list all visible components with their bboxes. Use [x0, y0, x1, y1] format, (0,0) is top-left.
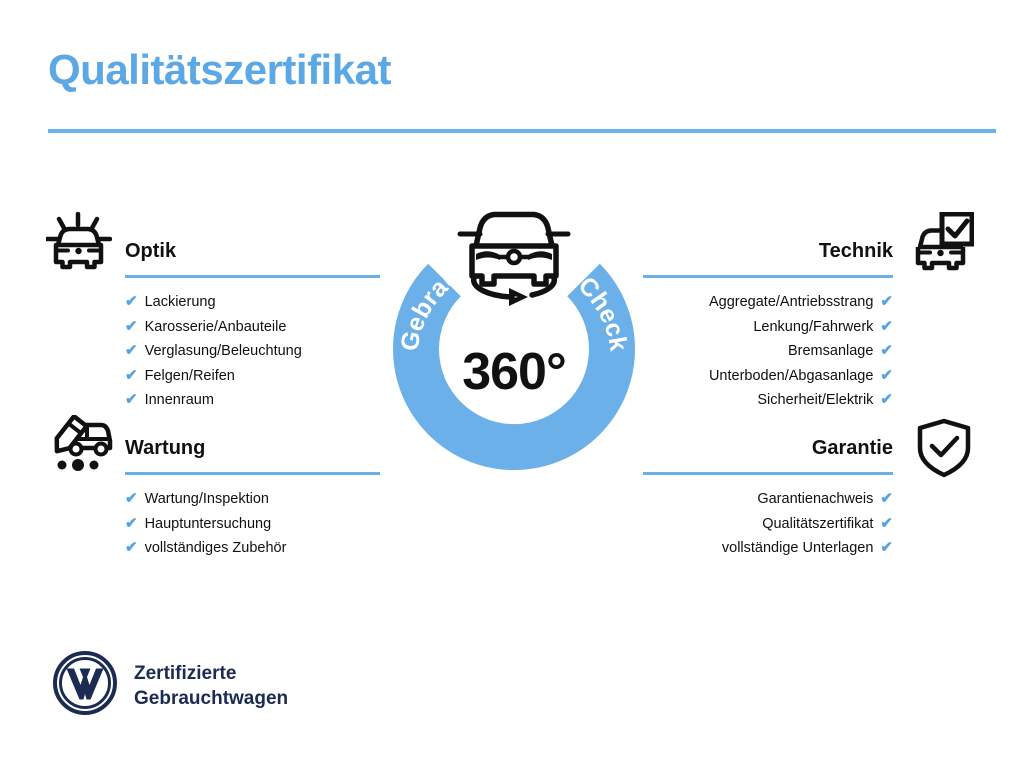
section-technik: Technik Aggregate/Antriebsstrang ✔ Lenkun…: [643, 238, 893, 413]
section-divider-garantie: [643, 472, 893, 475]
list-item-label: Karosserie/Anbauteile: [144, 318, 287, 335]
list-item: Unterboden/Abgasanlage ✔: [643, 364, 893, 389]
brand-line-1: Zertifizierte: [134, 662, 237, 684]
list-item-label: Wartung/Inspektion: [144, 491, 269, 507]
list-item-label: Sicherheit/Elektrik: [757, 392, 874, 408]
section-divider-wartung: [125, 472, 380, 475]
list-item-label: Innenraum: [144, 392, 214, 408]
list-item-label: Aggregate/Antriebsstrang: [708, 294, 874, 310]
list-item: Bremsanlage ✔: [643, 339, 893, 364]
list-item: vollständige Unterlagen ✔: [643, 536, 893, 561]
technik-list: Aggregate/Antriebsstrang ✔ Lenkung/Fahrwe…: [643, 290, 893, 413]
list-item: ✔ Innenraum: [125, 388, 380, 413]
check-icon: ✔: [880, 391, 893, 408]
car-checkbox-icon: [908, 211, 975, 279]
list-item-label: vollständiges Zubehör: [144, 540, 287, 556]
list-item-label: Qualitätszertifikat: [762, 515, 874, 532]
optik-list: ✔ Lackierung ✔ Karosserie/Anbauteile ✔ Verg…: [125, 290, 380, 413]
brand-lockup: Zertifizierte Gebrauchtwagen: [52, 650, 288, 721]
section-header-technik: Technik: [643, 238, 893, 278]
list-item: ✔ Hauptuntersuchung: [125, 512, 380, 537]
list-item-label: Lenkung/Fahrwerk: [753, 318, 874, 335]
list-item-label: Lackierung: [144, 294, 216, 310]
check-icon: ✔: [880, 293, 893, 310]
section-garantie: Garantie Garantienachweis ✔ Qualitätszert…: [643, 435, 893, 561]
check-icon: ✔: [125, 514, 138, 532]
list-item-label: Verglasung/Beleuchtung: [144, 343, 302, 359]
list-item-label: Unterboden/Abgasanlage: [708, 367, 874, 384]
section-title-optik: Optik: [125, 240, 177, 262]
check-icon: ✔: [125, 366, 138, 384]
volkswagen-logo-icon: [52, 650, 118, 721]
check-icon: ✔: [880, 342, 893, 359]
check-icon: ✔: [880, 317, 893, 335]
list-item-label: Hauptuntersuchung: [144, 515, 272, 532]
brand-text: Zertifizierte Gebrauchtwagen: [134, 661, 288, 711]
list-item-label: Garantienachweis: [757, 491, 874, 507]
section-header-optik: Optik: [125, 238, 380, 278]
section-title-garantie: Garantie: [811, 437, 893, 459]
list-item-label: Bremsanlage: [787, 343, 874, 359]
check-icon: ✔: [880, 366, 893, 384]
360-check-badge: Gebrauchtwagen-Check 360°: [369, 190, 659, 510]
list-item: ✔ Wartung/Inspektion: [125, 487, 380, 512]
section-optik: Optik ✔ Lackierung ✔ Karosserie/Anbauteile…: [125, 238, 380, 413]
badge-degrees-label: 360°: [462, 343, 567, 401]
check-icon: ✔: [880, 490, 893, 507]
list-item-label: vollständige Unterlagen: [721, 540, 874, 556]
list-item: Garantienachweis ✔: [643, 487, 893, 512]
section-header-wartung: Wartung: [125, 435, 380, 475]
check-icon: ✔: [125, 342, 138, 359]
list-item: Qualitätszertifikat ✔: [643, 512, 893, 537]
section-wartung: Wartung ✔ Wartung/Inspektion ✔ Hauptunters…: [125, 435, 380, 561]
check-icon: ✔: [125, 293, 138, 310]
car-polish-icon: [44, 211, 113, 279]
section-header-garantie: Garantie: [643, 435, 893, 475]
check-icon: ✔: [880, 539, 893, 556]
header-divider: [48, 129, 996, 133]
check-icon: ✔: [125, 539, 138, 556]
section-divider-optik: [125, 275, 380, 278]
list-item: Lenkung/Fahrwerk ✔: [643, 315, 893, 340]
list-item-label: Felgen/Reifen: [144, 367, 235, 384]
garantie-list: Garantienachweis ✔ Qualitätszertifikat ✔ v…: [643, 487, 893, 561]
section-title-wartung: Wartung: [125, 437, 206, 459]
section-title-technik: Technik: [818, 240, 893, 262]
page-title: Qualitätszertifikat: [48, 46, 391, 93]
check-icon: ✔: [125, 391, 138, 408]
list-item: ✔ vollständiges Zubehör: [125, 536, 380, 561]
brand-line-2: Gebrauchtwagen: [134, 687, 289, 709]
list-item: ✔ Karosserie/Anbauteile: [125, 315, 380, 340]
section-divider-technik: [643, 275, 893, 278]
car-service-pencil-icon: [46, 414, 114, 478]
list-item: ✔ Lackierung: [125, 290, 380, 315]
check-icon: ✔: [125, 317, 138, 335]
shield-check-icon: [916, 418, 972, 483]
check-icon: ✔: [125, 490, 138, 507]
list-item: ✔ Felgen/Reifen: [125, 364, 380, 389]
list-item: Sicherheit/Elektrik ✔: [643, 388, 893, 413]
list-item: ✔ Verglasung/Beleuchtung: [125, 339, 380, 364]
list-item: Aggregate/Antriebsstrang ✔: [643, 290, 893, 315]
wartung-list: ✔ Wartung/Inspektion ✔ Hauptuntersuchung ✔…: [125, 487, 380, 561]
check-icon: ✔: [880, 514, 893, 532]
